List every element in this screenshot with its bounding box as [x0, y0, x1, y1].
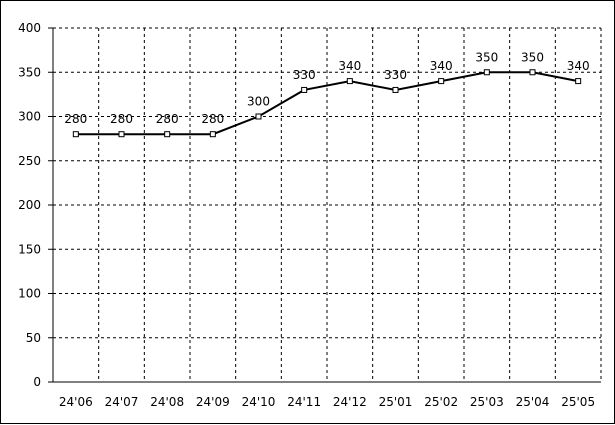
- data-label: 280: [64, 112, 87, 126]
- data-point: [209, 131, 216, 138]
- y-tick-label: 200: [18, 198, 41, 212]
- data-point: [346, 78, 353, 85]
- x-tick-label: 25'01: [379, 395, 413, 409]
- y-tick-label: 50: [26, 331, 41, 345]
- x-tick-label: 24'09: [196, 395, 230, 409]
- data-label: 340: [430, 59, 453, 73]
- data-point: [483, 69, 490, 76]
- y-tick-label: 300: [18, 110, 41, 124]
- y-tick-label: 100: [18, 287, 41, 301]
- data-point: [72, 131, 79, 138]
- series-line: [75, 71, 579, 136]
- x-tick-label: 25'03: [470, 395, 504, 409]
- data-label: 280: [110, 112, 133, 126]
- data-label: 340: [567, 59, 590, 73]
- data-label: 340: [338, 59, 361, 73]
- y-tick-label: 350: [18, 65, 41, 79]
- data-label: 300: [247, 95, 270, 109]
- data-label: 330: [293, 68, 316, 82]
- x-tick-label: 25'04: [516, 395, 550, 409]
- y-tick-label: 150: [18, 242, 41, 256]
- data-point: [438, 78, 445, 85]
- x-tick-label: 24'06: [59, 395, 93, 409]
- data-label: 330: [384, 68, 407, 82]
- data-label: 280: [201, 112, 224, 126]
- x-tick-label: 25'05: [561, 395, 595, 409]
- y-tick-label: 0: [33, 375, 41, 389]
- data-point: [529, 69, 536, 76]
- data-point: [118, 131, 125, 138]
- x-tick-label: 24'12: [333, 395, 367, 409]
- data-label: 280: [156, 112, 179, 126]
- x-tick-label: 24'10: [242, 395, 276, 409]
- x-tick-label: 24'08: [150, 395, 184, 409]
- data-point: [164, 131, 171, 138]
- data-point: [301, 86, 308, 93]
- x-tick-label: 25'02: [424, 395, 458, 409]
- data-label: 350: [521, 50, 544, 64]
- data-point: [575, 78, 582, 85]
- y-tick-label: 400: [18, 21, 41, 35]
- data-point: [255, 113, 262, 120]
- x-tick-label: 24'11: [287, 395, 321, 409]
- data-point: [392, 86, 399, 93]
- y-tick-label: 250: [18, 154, 41, 168]
- data-label: 350: [475, 50, 498, 64]
- x-tick-label: 24'07: [105, 395, 139, 409]
